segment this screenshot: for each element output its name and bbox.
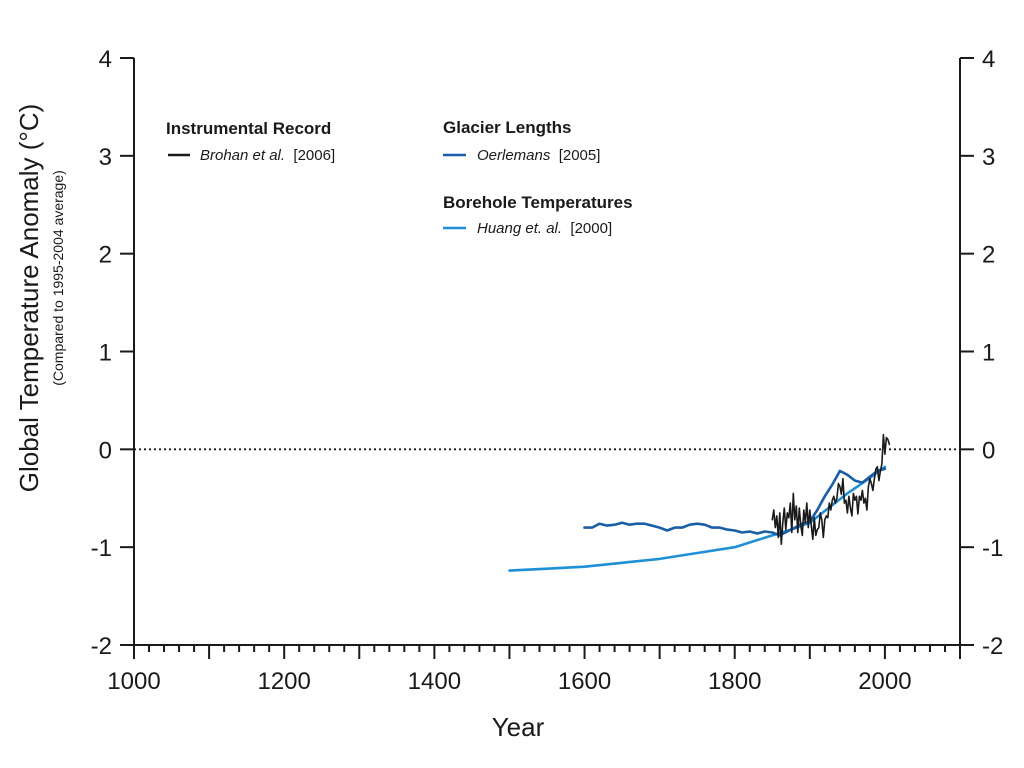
axes: 1000 1200 1400 1600 1800 2000 -2 -2 -1 -1 0 0 1 1 2 2 3 3… — [91, 46, 1004, 695]
y-tick-label-right: 3 — [982, 144, 995, 171]
legend: Instrumental Record Brohan et al. [2006] G… — [166, 118, 633, 237]
legend-ref: [2005] — [559, 147, 601, 164]
legend-entry: Oerlemans [2005] — [477, 147, 600, 164]
y-tick-label-right: -2 — [982, 633, 1003, 660]
y-tick-label-right: 1 — [982, 340, 995, 367]
x-tick-label: 1600 — [558, 668, 611, 695]
y-axis-title: Global Temperature Anomaly (°C) — [14, 104, 44, 493]
legend-heading: Glacier Lengths — [443, 118, 571, 137]
y-tick-label-right: 4 — [982, 46, 995, 73]
y-tick-label-left: 0 — [99, 437, 112, 464]
legend-ref-space — [285, 147, 293, 164]
y-tick-label-left: 1 — [99, 340, 112, 367]
y-tick-label-left: -2 — [91, 633, 112, 660]
x-tick-label: 1200 — [257, 668, 310, 695]
glacier-lengths-line — [583, 467, 887, 537]
legend-author: Brohan et al. — [200, 147, 285, 164]
y-tick-label-left: -1 — [91, 535, 112, 562]
legend-ref: [2000] — [570, 220, 612, 237]
y-axis-subtitle: (Compared to 1995-2004 average) — [50, 170, 66, 386]
legend-heading: Instrumental Record — [166, 119, 331, 138]
legend-ref-space — [550, 147, 558, 164]
x-tick-label: 1400 — [408, 668, 461, 695]
legend-author: Huang et. al. — [477, 220, 562, 237]
legend-ref-space — [562, 220, 570, 237]
y-tick-label-right: -1 — [982, 535, 1003, 562]
legend-entry: Brohan et al. [2006] — [200, 147, 335, 164]
instrumental-record-line — [771, 433, 891, 545]
y-tick-label-right: 2 — [982, 242, 995, 269]
x-tick-label: 1800 — [708, 668, 761, 695]
y-tick-label-left: 4 — [99, 46, 112, 73]
y-axis-title-group: Global Temperature Anomaly (°C) — [14, 104, 44, 493]
y-tick-label-left: 2 — [99, 242, 112, 269]
y-axis-subtitle-group: (Compared to 1995-2004 average) — [50, 170, 66, 386]
y-tick-label-right: 0 — [982, 437, 995, 464]
y-tick-label-left: 3 — [99, 144, 112, 171]
legend-author: Oerlemans — [477, 147, 551, 164]
x-tick-label: 1000 — [107, 668, 160, 695]
legend-entry: Huang et. al. [2000] — [477, 220, 612, 237]
series-lines — [508, 433, 891, 572]
legend-heading: Borehole Temperatures — [443, 193, 633, 212]
legend-ref: [2006] — [293, 147, 335, 164]
x-tick-label: 2000 — [858, 668, 911, 695]
borehole-temperatures-line — [508, 465, 887, 572]
x-axis-title: Year — [492, 712, 545, 742]
